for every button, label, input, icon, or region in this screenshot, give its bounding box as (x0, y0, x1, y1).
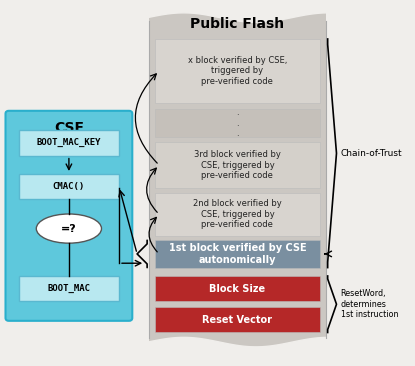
Text: 3rd block verified by
CSE, triggered by
pre-verified code: 3rd block verified by CSE, triggered by … (194, 150, 281, 180)
Text: ResetWord,
determines
1st instruction: ResetWord, determines 1st instruction (340, 290, 398, 319)
FancyBboxPatch shape (155, 276, 320, 302)
FancyBboxPatch shape (155, 142, 320, 188)
Text: BOOT_MAC: BOOT_MAC (47, 284, 90, 293)
Text: Chain-of-Trust: Chain-of-Trust (340, 149, 402, 158)
Text: 2nd block verified by
CSE, triggered by
pre-verified code: 2nd block verified by CSE, triggered by … (193, 199, 282, 229)
Text: Block Size: Block Size (209, 284, 266, 294)
FancyBboxPatch shape (19, 130, 119, 156)
FancyBboxPatch shape (155, 193, 320, 236)
FancyBboxPatch shape (5, 111, 132, 321)
Text: CMAC(): CMAC() (53, 182, 85, 191)
Ellipse shape (36, 214, 102, 243)
FancyBboxPatch shape (155, 109, 320, 137)
FancyBboxPatch shape (155, 39, 320, 103)
Text: BOOT_MAC_KEY: BOOT_MAC_KEY (37, 138, 101, 147)
FancyBboxPatch shape (155, 240, 320, 268)
FancyBboxPatch shape (149, 8, 326, 351)
Text: Reset Vector: Reset Vector (203, 315, 272, 325)
Text: Public Flash: Public Flash (190, 18, 284, 31)
Text: =?: =? (61, 224, 77, 234)
Text: .
.
.: . . . (236, 108, 239, 138)
FancyBboxPatch shape (155, 307, 320, 332)
Text: 1st block verified by CSE
autonomically: 1st block verified by CSE autonomically (168, 243, 306, 265)
Text: x block verified by CSE,
triggered by
pre-verified code: x block verified by CSE, triggered by pr… (188, 56, 287, 86)
FancyBboxPatch shape (19, 276, 119, 302)
Text: CSE: CSE (54, 121, 84, 135)
FancyBboxPatch shape (19, 174, 119, 199)
